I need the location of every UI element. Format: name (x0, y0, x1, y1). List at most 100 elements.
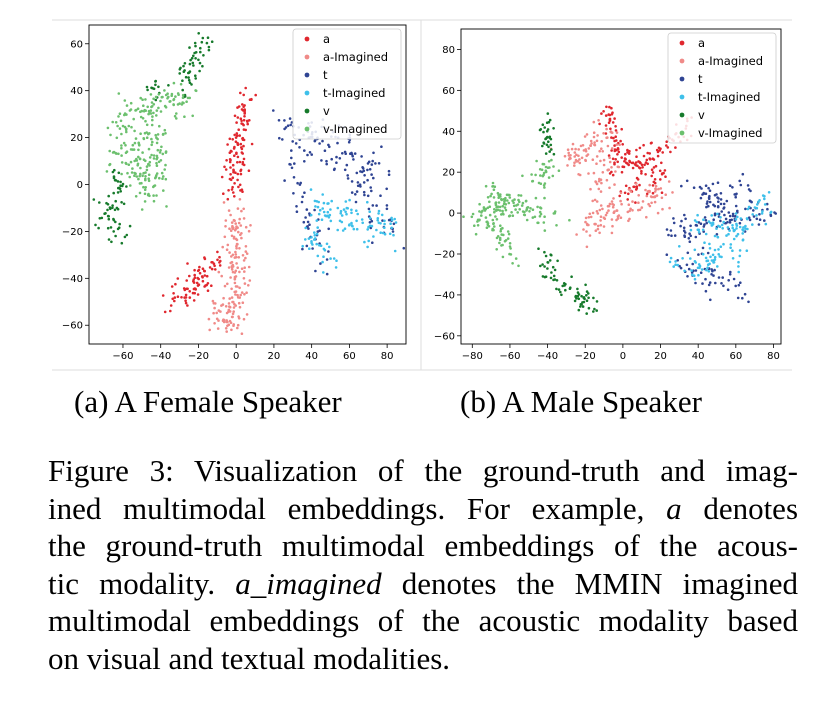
data-point (116, 191, 120, 194)
data-point (356, 181, 360, 184)
data-point (332, 168, 336, 172)
data-point (116, 124, 119, 128)
data-point (653, 181, 657, 185)
data-point (484, 184, 488, 188)
data-point (651, 184, 655, 187)
data-point (679, 224, 682, 228)
data-point (672, 265, 675, 268)
data-point (641, 200, 645, 203)
data-point (694, 223, 698, 227)
data-point (346, 174, 350, 177)
data-point (231, 163, 235, 167)
data-point (182, 70, 186, 73)
data-point (122, 141, 126, 145)
data-point (133, 159, 136, 163)
data-point (592, 120, 596, 124)
data-point (550, 148, 553, 151)
data-point (544, 165, 548, 169)
data-point (577, 148, 580, 151)
data-point (186, 304, 189, 307)
data-point (334, 266, 338, 269)
data-point (222, 320, 226, 324)
data-point (327, 227, 331, 231)
data-point (694, 235, 698, 239)
data-point (387, 169, 391, 173)
data-point (611, 224, 614, 228)
data-point (552, 165, 555, 168)
data-point (607, 154, 611, 157)
data-point (220, 175, 224, 179)
data-point (234, 253, 238, 256)
y-tick-label: −20 (62, 227, 83, 238)
data-point (687, 237, 691, 240)
data-point (508, 214, 512, 217)
data-point (380, 213, 384, 217)
data-point (246, 120, 249, 123)
data-point (367, 239, 371, 243)
data-point (726, 226, 730, 229)
data-point (738, 225, 742, 229)
data-point (613, 149, 617, 153)
data-point (150, 137, 153, 141)
data-point (550, 158, 553, 162)
data-point (569, 154, 572, 157)
data-point (667, 180, 671, 183)
data-point (510, 211, 513, 214)
data-point (178, 68, 182, 71)
data-point (625, 161, 628, 165)
data-point (500, 197, 503, 201)
data-point (151, 115, 154, 118)
series-t-imagined (668, 191, 773, 281)
data-point (243, 293, 246, 296)
data-point (716, 265, 719, 268)
data-point (152, 97, 155, 101)
data-point (244, 225, 248, 229)
data-point (174, 282, 177, 286)
data-point (665, 144, 668, 147)
data-point (155, 136, 158, 139)
data-point (678, 245, 681, 248)
data-point (610, 136, 613, 139)
data-point (109, 133, 112, 137)
data-point (173, 114, 177, 118)
data-point (574, 158, 578, 162)
data-point (387, 173, 391, 176)
data-point (233, 281, 237, 285)
data-point (310, 240, 313, 243)
data-point (125, 233, 129, 237)
data-point (371, 241, 374, 244)
data-point (581, 305, 585, 308)
data-point (525, 206, 529, 210)
data-point (704, 192, 708, 195)
data-point (191, 114, 194, 118)
data-point (480, 214, 483, 217)
data-point (344, 200, 348, 203)
data-point (614, 135, 617, 138)
data-point (756, 203, 759, 206)
data-point (123, 125, 127, 129)
data-point (708, 281, 712, 284)
data-point (758, 218, 762, 221)
data-point (235, 242, 239, 246)
data-point (368, 224, 372, 228)
data-point (348, 198, 351, 202)
data-point (499, 229, 503, 233)
data-point (229, 276, 232, 279)
data-point (579, 303, 583, 306)
data-point (514, 257, 518, 260)
data-point (116, 180, 120, 183)
data-point (699, 196, 703, 200)
data-point (351, 154, 355, 158)
data-point (495, 236, 499, 240)
data-point (322, 271, 325, 274)
data-point (366, 245, 369, 249)
data-point (150, 143, 153, 147)
data-point (355, 219, 358, 223)
data-point (94, 223, 97, 227)
data-point (735, 234, 738, 238)
data-point (592, 296, 595, 300)
data-point (154, 95, 158, 99)
data-point (674, 263, 677, 267)
data-point (319, 262, 322, 265)
